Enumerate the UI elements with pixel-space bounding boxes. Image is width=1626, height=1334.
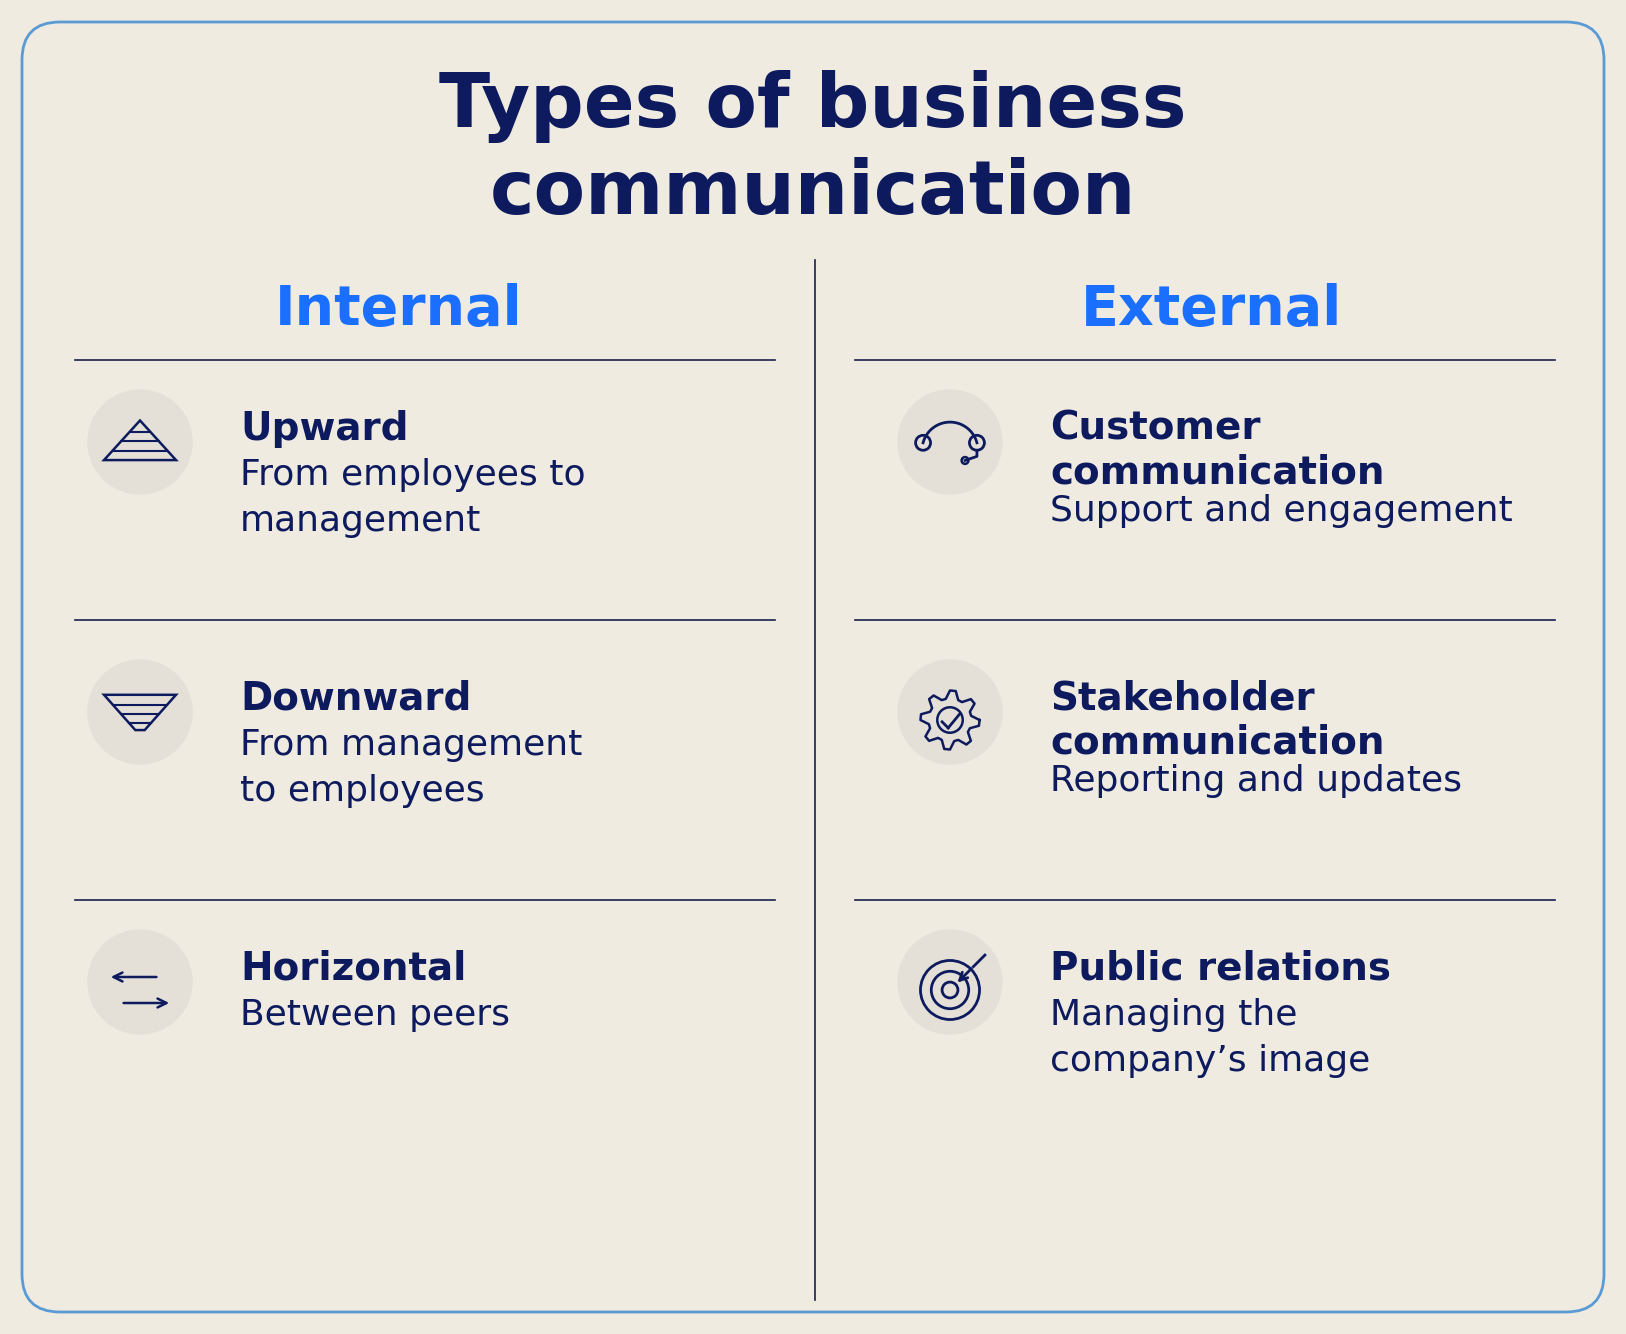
Text: Between peers: Between peers xyxy=(241,998,511,1033)
Circle shape xyxy=(88,660,192,764)
Text: External: External xyxy=(1081,283,1341,338)
Polygon shape xyxy=(937,1014,964,1033)
FancyBboxPatch shape xyxy=(23,21,1603,1313)
Text: Customer
communication: Customer communication xyxy=(1050,410,1384,492)
Text: Types of business
communication: Types of business communication xyxy=(439,69,1187,231)
Circle shape xyxy=(898,660,1002,764)
Text: Downward: Downward xyxy=(241,680,472,718)
Text: Internal: Internal xyxy=(275,283,522,338)
Text: From employees to
management: From employees to management xyxy=(241,458,585,538)
Circle shape xyxy=(88,390,192,494)
Text: Public relations: Public relations xyxy=(1050,950,1390,988)
Polygon shape xyxy=(125,743,154,763)
Text: Horizontal: Horizontal xyxy=(241,950,467,988)
Text: From management
to employees: From management to employees xyxy=(241,728,582,808)
Polygon shape xyxy=(125,1014,154,1033)
Text: Upward: Upward xyxy=(241,410,408,448)
Circle shape xyxy=(88,930,192,1034)
Text: Managing the
company’s image: Managing the company’s image xyxy=(1050,998,1371,1078)
Circle shape xyxy=(898,930,1002,1034)
Polygon shape xyxy=(125,474,154,492)
Text: Reporting and updates: Reporting and updates xyxy=(1050,764,1462,798)
Circle shape xyxy=(898,390,1002,494)
Text: Stakeholder
communication: Stakeholder communication xyxy=(1050,680,1384,762)
Polygon shape xyxy=(937,474,964,492)
Text: Support and engagement: Support and engagement xyxy=(1050,494,1512,528)
Polygon shape xyxy=(937,743,964,763)
